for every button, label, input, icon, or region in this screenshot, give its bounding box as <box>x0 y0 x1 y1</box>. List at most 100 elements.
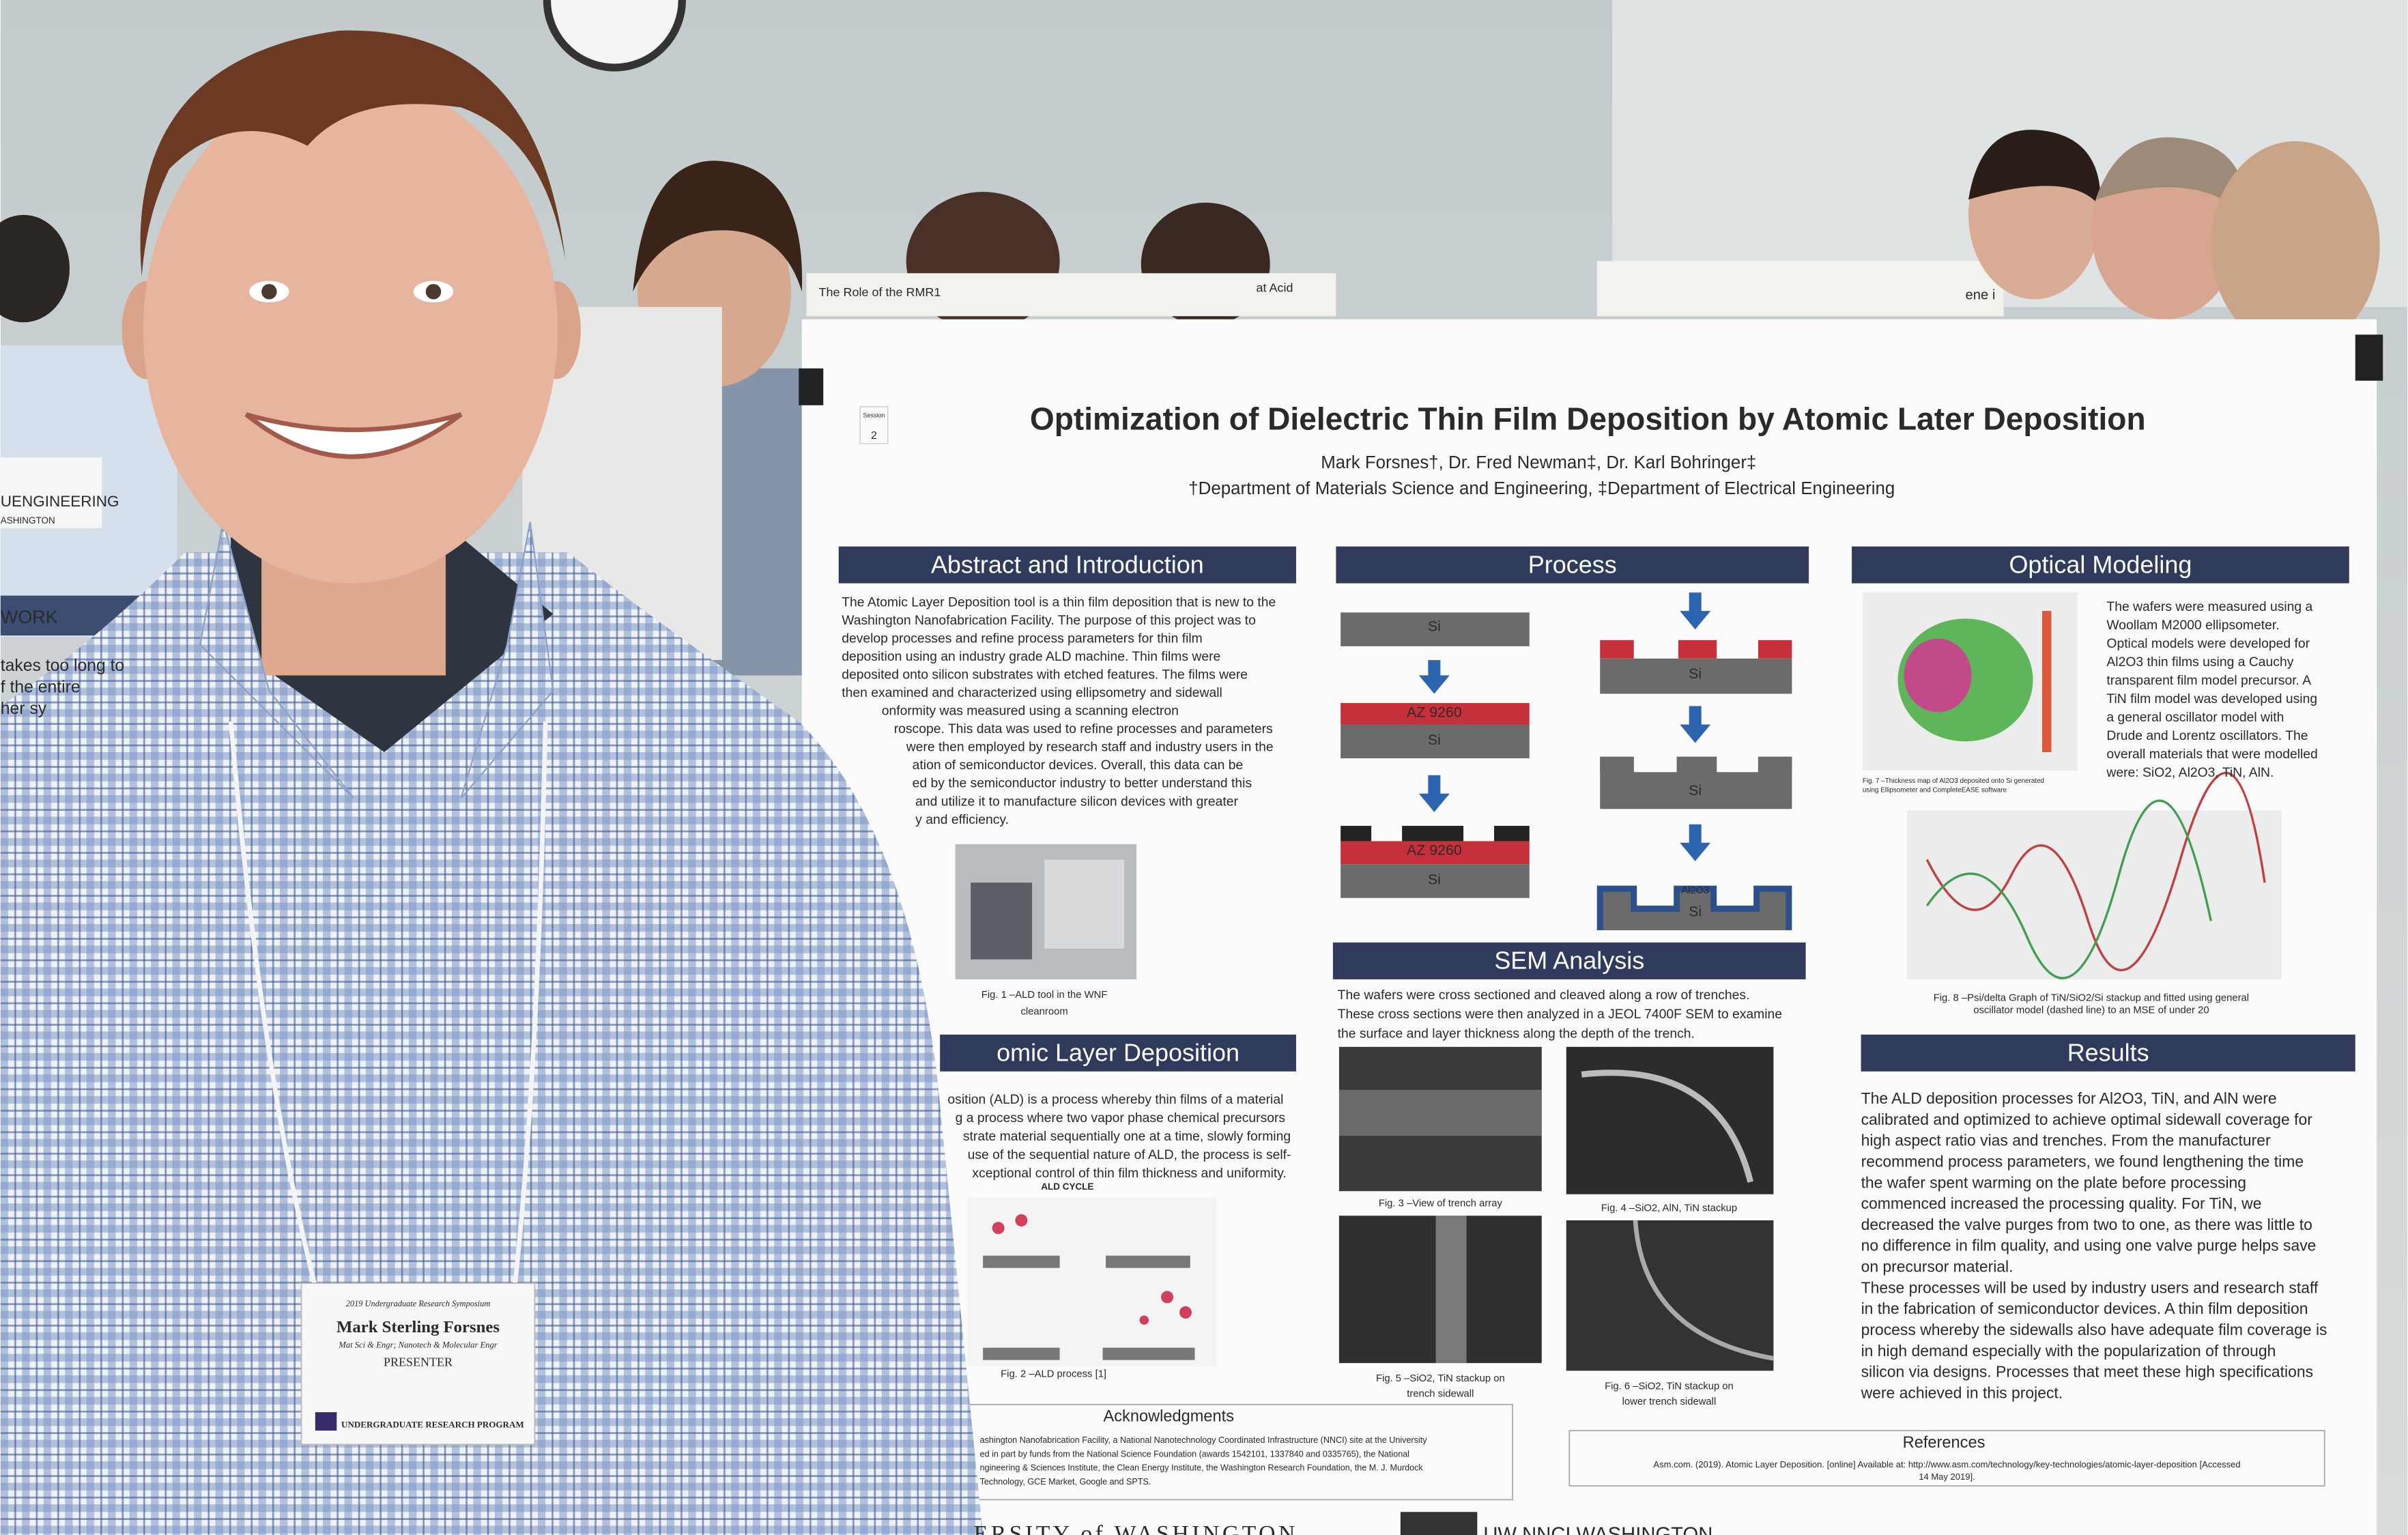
optical-text: transparent film model precursor. A <box>2106 673 2311 688</box>
board-heading: UENGINEERING <box>1 493 119 510</box>
results-text: on precursor material. <box>1861 1258 2013 1276</box>
section-heading: omic Layer Deposition <box>997 1039 1239 1067</box>
section-header-bar <box>1852 546 2349 584</box>
optical-text: Al2O3 thin films using a Cauchy <box>2106 655 2293 670</box>
board-text: takes too long to <box>1 657 124 675</box>
section-heading-small: Acknowledgments <box>1103 1408 1234 1426</box>
optical-text: were: SiO2, Al2O3, TiN, AlN. <box>2106 765 2274 780</box>
abstract-text: deposition using an industry grade ALD m… <box>842 649 1220 664</box>
layer-label: Al2O3 <box>1681 885 1709 896</box>
section-header-bar <box>1336 546 1809 584</box>
poster-footer: UW NNCI WASHINGTON <box>1483 1524 1712 1535</box>
clip <box>799 368 824 405</box>
figure-caption: Fig. 1 –ALD tool in the WNF <box>981 990 1108 1001</box>
sem-text: These cross sections were then analyzed … <box>1338 1007 1782 1022</box>
bystander-hair <box>633 160 803 292</box>
section-heading: Optical Modeling <box>2009 550 2192 578</box>
ald-text: xceptional control of thin film thicknes… <box>972 1166 1287 1181</box>
molecules <box>992 1214 1192 1325</box>
clock <box>543 0 686 72</box>
presenter <box>0 30 984 1535</box>
abstract-text: ed by the semiconductor industry to bett… <box>913 776 1252 791</box>
abstract-text: The Atomic Layer Deposition tool is a th… <box>842 594 1276 609</box>
board-text: her sy <box>1 700 47 718</box>
psi-delta-curve <box>1925 799 2212 979</box>
layer-label: Si <box>1428 732 1441 748</box>
badge-program: UNDERGRADUATE RESEARCH PROGRAM <box>341 1420 524 1430</box>
section-header-bar <box>1332 942 1806 979</box>
poster-affiliations: †Department of Materials Science and Eng… <box>1188 479 1895 498</box>
board-subheading: ASHINGTON <box>1 515 55 526</box>
results-text: recommend process parameters, we found l… <box>1861 1152 2304 1170</box>
section-heading: Results <box>2067 1039 2149 1067</box>
ald-text: use of the sequential nature of ALD, the… <box>968 1147 1291 1162</box>
process-diagram <box>1341 592 1792 930</box>
optical-text: TiN film model was developed using <box>2106 691 2317 706</box>
ald-text: g a process where two vapor phase chemic… <box>956 1110 1285 1125</box>
bystander-head <box>2211 141 2380 350</box>
abstract-text: then examined and characterized using el… <box>842 685 1222 700</box>
figure-caption: Fig. 2 –ALD process [1] <box>1001 1368 1106 1379</box>
results-text: no difference in film quality, and using… <box>1861 1237 2317 1254</box>
section-heading: Abstract and Introduction <box>931 550 1204 578</box>
results-text: high aspect ratio vias and trenches. Fro… <box>1861 1132 2271 1149</box>
section-header-bar <box>838 546 1296 584</box>
psi-delta-plot <box>1907 810 2282 979</box>
abstract-text: develop processes and refine process par… <box>842 631 1203 646</box>
nnci-logo <box>1400 1512 1478 1535</box>
results-text: in the fabrication of semiconductor devi… <box>1861 1300 2308 1317</box>
optical-text: Optical models were developed for <box>2106 636 2310 651</box>
optical-text: a general oscillator model with <box>2106 710 2284 725</box>
ald-text: osition (ALD) is a process whereby thin … <box>947 1092 1283 1107</box>
photo-detail <box>971 883 1033 960</box>
badge-name: Mark Sterling Forsnes <box>336 1318 500 1336</box>
bystander-head <box>0 214 70 323</box>
layer-label: AZ 9260 <box>1407 842 1462 859</box>
poster-authors: Mark Forsnes†, Dr. Fred Newman‡, Dr. Kar… <box>1321 453 1756 472</box>
figure-caption: using Ellipsometer and CompleteEASE soft… <box>1863 786 2007 794</box>
badge-role: PRESENTER <box>384 1355 453 1369</box>
ald-text: strate material sequentially one at a ti… <box>963 1129 1291 1144</box>
layer-label: Si <box>1689 782 1702 799</box>
optical-text: Drude and Lorentz oscillators. The <box>2106 728 2308 743</box>
results-text: process whereby the sidewalls also have … <box>1861 1321 2327 1338</box>
figure-label: ALD CYCLE <box>1041 1181 1093 1192</box>
photo-detail <box>1044 859 1125 949</box>
ref-box <box>1568 1430 2325 1487</box>
results-text: were achieved in this project. <box>1861 1383 2063 1401</box>
board-section: WORK <box>1 607 58 627</box>
abstract-text: onformity was measured using a scanning … <box>882 704 1179 719</box>
figure-caption: cleanroom <box>1020 1007 1067 1018</box>
poster-tab-text: The Role of the RMR1 <box>819 285 941 299</box>
optical-text: Woollam M2000 ellipsometer. <box>2106 618 2279 633</box>
layer-label: AZ 9260 <box>1407 704 1462 720</box>
results-text: the wafer spent warming on the plate bef… <box>1861 1173 2246 1191</box>
clip <box>2355 334 2383 381</box>
abstract-text: ation of semiconductor devices. Overall,… <box>913 758 1244 773</box>
optical-text: The wafers were measured using a <box>2106 599 2312 614</box>
ack-text: Technology, GCE Market, Google and SPTS. <box>980 1477 1151 1487</box>
section-heading: SEM Analysis <box>1494 947 1644 975</box>
figure-caption: Fig. 3 –View of trench array <box>1379 1199 1503 1209</box>
poster-title: Optimization of Dielectric Thin Film Dep… <box>1030 401 2146 437</box>
abstract-text: deposited onto silicon substrates with e… <box>842 668 1248 683</box>
figure-caption: Fig. 5 –SiO2, TiN stackup on <box>1376 1373 1505 1384</box>
sem-images <box>1338 1046 1774 1371</box>
ref-text: 14 May 2019]. <box>1919 1472 1975 1482</box>
substrates <box>983 1255 1195 1360</box>
abstract-text: Washington Nanofabrication Facility. The… <box>842 613 1256 628</box>
bystander-hair <box>1968 130 2101 207</box>
optical-text: overall materials that were modelled <box>2106 747 2317 762</box>
poster-tab <box>806 273 1336 317</box>
poster-footer: ERSITY of WASHINGTON <box>974 1521 1298 1535</box>
figure-caption: Fig. 4 –SiO2, AlN, TiN stackup <box>1601 1203 1737 1214</box>
badge-major: Mat Sci & Engr; Nanotech & Molecular Eng… <box>338 1340 497 1350</box>
results-text: These processes will be used by industry… <box>1861 1278 2319 1296</box>
figure-caption: lower trench sidewall <box>1622 1396 1717 1407</box>
session-label: Session <box>863 412 885 419</box>
psi-delta-curve <box>1925 771 2266 972</box>
colorbar <box>2041 611 2052 753</box>
results-text: The ALD deposition processes for Al2O3, … <box>1861 1089 2277 1107</box>
